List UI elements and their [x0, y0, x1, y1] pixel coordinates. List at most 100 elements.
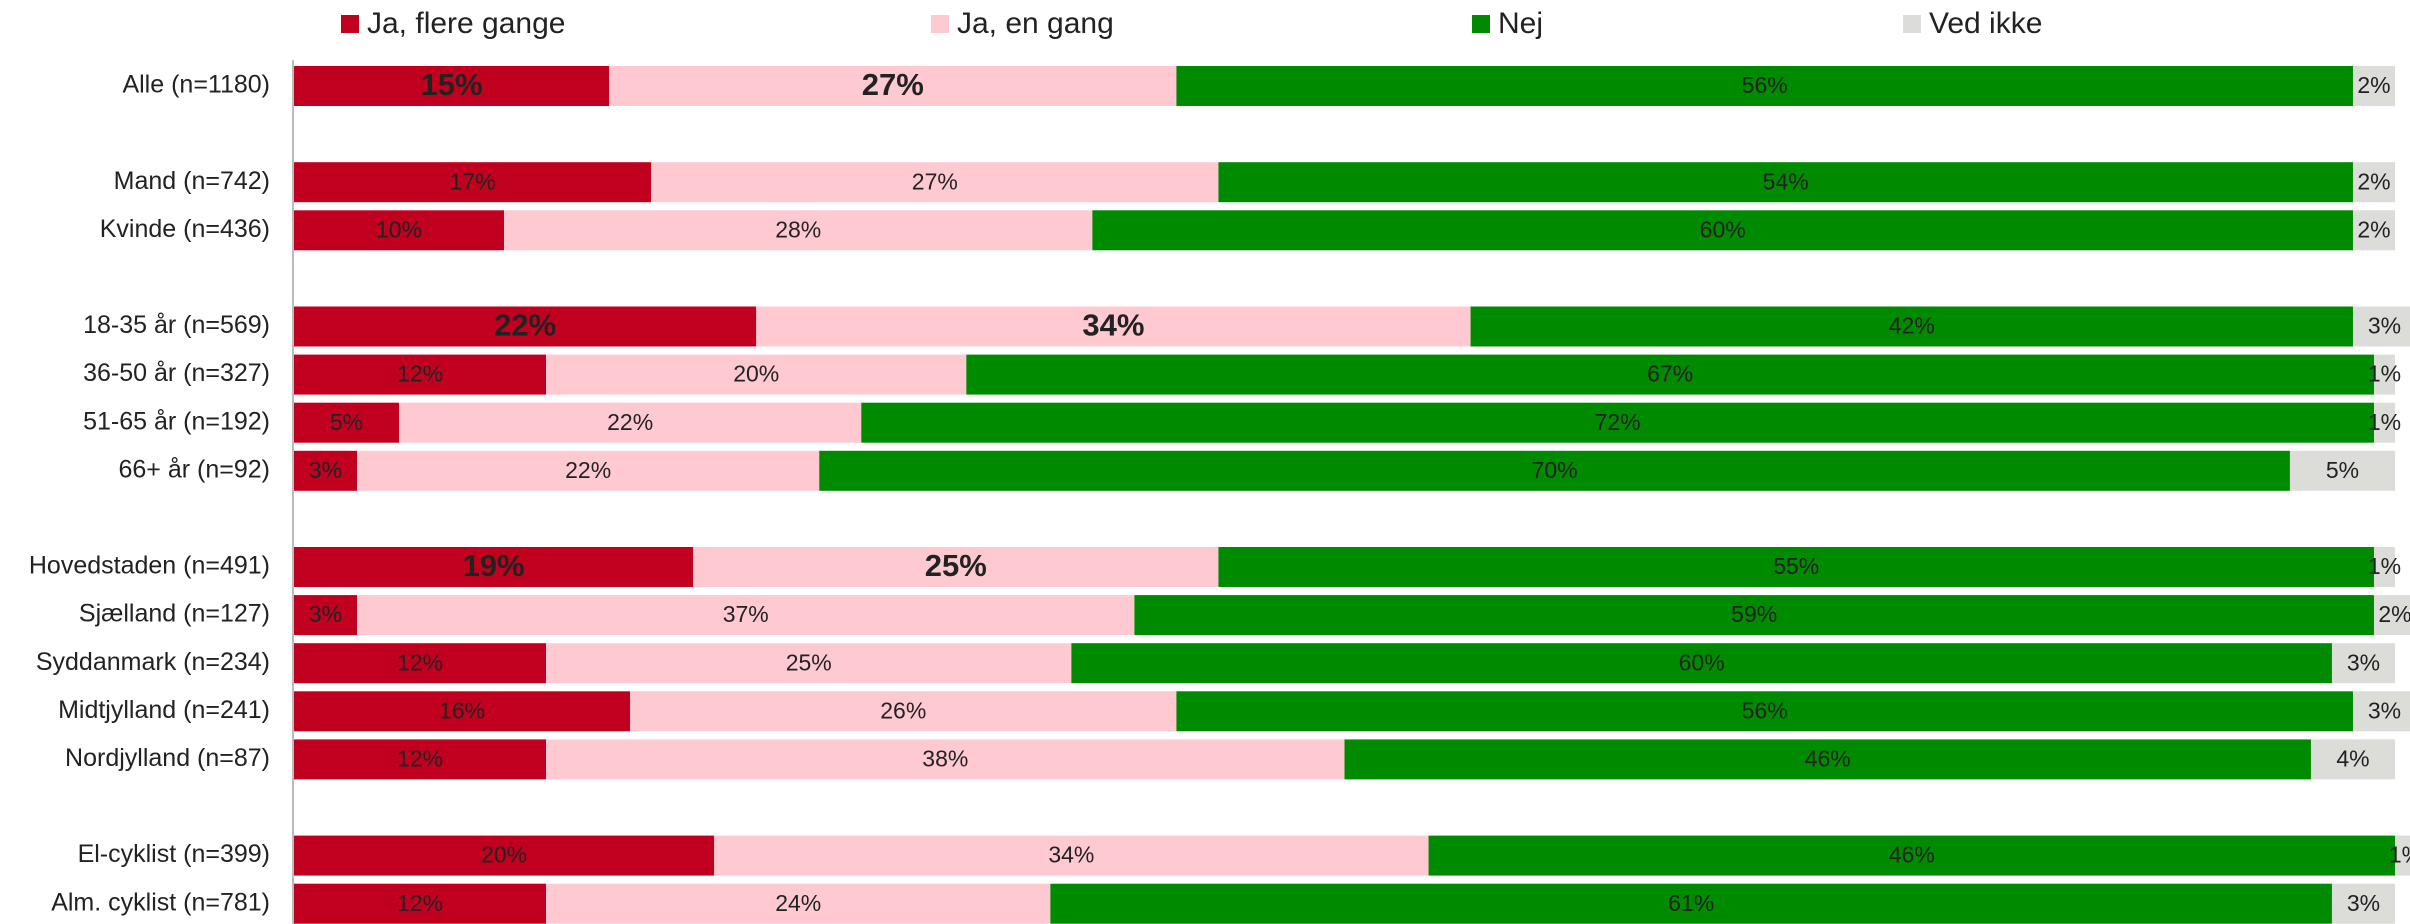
bar-segment — [2373, 547, 2395, 587]
bar-segment — [1092, 210, 2353, 251]
data-label: 34% — [1048, 842, 1094, 868]
data-label: 72% — [1595, 409, 1641, 435]
data-label: 2% — [2357, 216, 2390, 242]
legend-label: Ved ikke — [1929, 7, 2042, 40]
y-tick-label: El-cyklist (n=399) — [78, 840, 270, 868]
legend-swatch — [931, 15, 949, 33]
y-tick-label: 18-35 år (n=569) — [83, 311, 270, 339]
legend-swatch — [1903, 15, 1921, 33]
data-label: 1% — [2368, 361, 2401, 387]
y-tick-label: Midtjylland (n=241) — [58, 696, 270, 724]
bar-segment — [294, 354, 547, 395]
data-label: 12% — [397, 745, 443, 771]
bar-segment — [2395, 835, 2410, 876]
bar-segment — [294, 547, 694, 587]
bar-segment — [756, 306, 1471, 347]
bar-segment — [2352, 306, 2410, 347]
legend-label: Ja, flere gange — [367, 7, 565, 40]
data-label: 3% — [2347, 890, 2380, 916]
y-tick-label: Hovedstaden (n=491) — [29, 552, 270, 580]
bar-segment — [1134, 595, 2374, 636]
bar-segment — [294, 66, 610, 106]
bar-segment — [1428, 835, 2395, 876]
data-label: 12% — [397, 649, 443, 675]
legend-label: Ja, en gang — [957, 7, 1114, 40]
bar-segment — [294, 883, 547, 924]
data-label: 12% — [397, 890, 443, 916]
data-label: 3% — [2368, 313, 2401, 339]
data-label: 27% — [862, 67, 924, 102]
legend-swatch — [341, 15, 359, 33]
data-label: 22% — [494, 308, 556, 343]
bar-segment — [357, 595, 1135, 636]
data-label: 67% — [1647, 361, 1693, 387]
data-label: 19% — [463, 548, 525, 583]
bar-segment — [2352, 66, 2395, 106]
data-label: 3% — [2368, 697, 2401, 723]
data-label: 37% — [723, 601, 769, 627]
data-label: 3% — [309, 457, 342, 483]
data-label: 5% — [2326, 457, 2359, 483]
bar-segment — [1344, 739, 2311, 780]
data-label: 15% — [421, 67, 483, 102]
data-label: 3% — [2347, 649, 2380, 675]
bar-segment — [714, 835, 1429, 876]
bar-segment — [399, 402, 862, 443]
bar-segment — [2310, 739, 2395, 780]
data-label: 55% — [1773, 553, 1819, 579]
data-label: 26% — [880, 697, 926, 723]
bar-segment — [1071, 643, 2332, 684]
bar-segment — [2352, 691, 2410, 732]
bar-segment — [1218, 162, 2353, 203]
bar-segment — [2331, 643, 2395, 684]
bar-segment — [1218, 547, 2374, 587]
y-tick-label: Syddanmark (n=234) — [36, 648, 270, 676]
legend-label: Nej — [1498, 7, 1543, 40]
bar-segment — [294, 835, 715, 876]
data-label: 2% — [2357, 72, 2390, 98]
data-label: 12% — [397, 361, 443, 387]
bar-segment — [693, 547, 1219, 587]
y-tick-label: 36-50 år (n=327) — [83, 359, 270, 387]
data-label: 34% — [1082, 308, 1144, 343]
data-label: 46% — [1805, 745, 1851, 771]
bar-segment — [294, 306, 757, 347]
bar-segment — [1176, 66, 2353, 106]
bar-segment — [2373, 402, 2395, 443]
data-label: 42% — [1889, 313, 1935, 339]
bar-segment — [294, 691, 631, 732]
data-label: 61% — [1668, 890, 1714, 916]
bar-segment — [294, 210, 505, 251]
y-tick-label: Nordjylland (n=87) — [65, 744, 270, 772]
data-label: 1% — [2389, 842, 2410, 868]
bar-segment — [861, 402, 2374, 443]
data-label: 56% — [1742, 697, 1788, 723]
bar-segment — [546, 739, 1345, 780]
bar-segment — [2352, 210, 2395, 251]
data-label: 70% — [1532, 457, 1578, 483]
bar-segment — [294, 739, 547, 780]
bar-segment — [2289, 450, 2395, 491]
bar-segment — [1050, 883, 2332, 924]
data-label: 22% — [607, 409, 653, 435]
bar-segment — [609, 66, 1177, 106]
data-label: 60% — [1700, 216, 1746, 242]
data-label: 4% — [2336, 745, 2369, 771]
data-label: 38% — [922, 745, 968, 771]
data-label: 54% — [1763, 168, 1809, 194]
bar-segment — [651, 162, 1219, 203]
y-tick-label: Alm. cyklist (n=781) — [51, 888, 270, 916]
data-label: 27% — [912, 168, 958, 194]
data-label: 56% — [1742, 72, 1788, 98]
bar-segment — [357, 450, 820, 491]
y-tick-label: Alle (n=1180) — [122, 71, 270, 99]
data-label: 5% — [330, 409, 363, 435]
data-label: 17% — [450, 168, 496, 194]
bar-segment — [546, 643, 1072, 684]
bar-segment — [294, 450, 358, 491]
bar-segment — [1470, 306, 2353, 347]
data-label: 22% — [565, 457, 611, 483]
data-label: 46% — [1889, 842, 1935, 868]
